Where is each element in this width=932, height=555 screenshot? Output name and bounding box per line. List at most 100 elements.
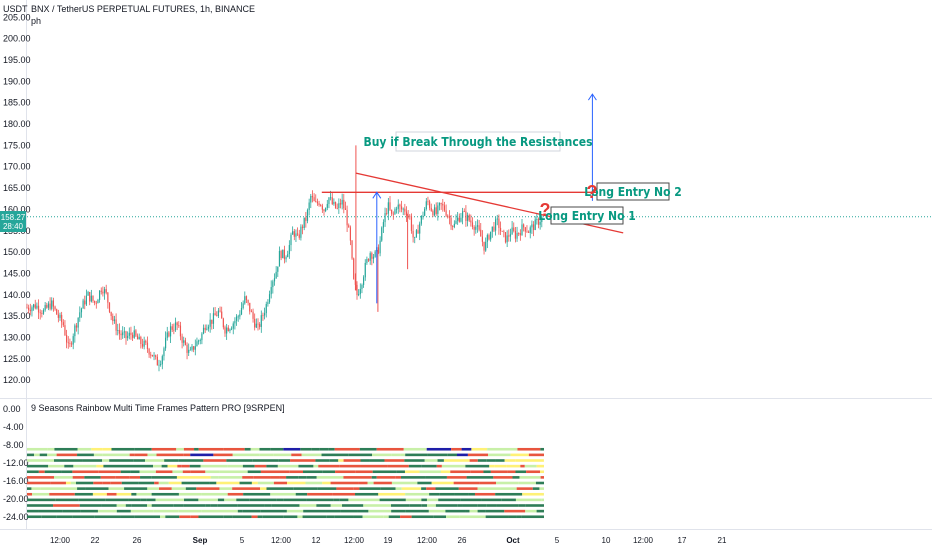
rainbow-segment	[380, 499, 406, 502]
candle-body	[439, 203, 440, 205]
rainbow-segment	[173, 504, 183, 507]
rainbow-segment	[521, 515, 544, 518]
candle-body	[503, 231, 504, 232]
rainbow-segment	[331, 482, 359, 485]
rainbow-segment	[402, 487, 421, 490]
annotation-buy[interactable]: Buy if Break Through the Resistances	[363, 132, 592, 151]
rainbow-segment	[336, 487, 353, 490]
candle-body	[132, 335, 133, 338]
rainbow-segment	[500, 448, 518, 451]
rainbow-segment	[223, 448, 245, 451]
candle-body	[358, 294, 359, 295]
rainbow-segment	[436, 504, 457, 507]
candle-body	[210, 320, 211, 327]
candle-body	[363, 277, 364, 285]
candle-body	[173, 330, 174, 331]
rainbow-segment	[277, 499, 284, 502]
candle-body	[64, 325, 65, 335]
rainbow-segment	[335, 470, 356, 473]
rainbow-segment	[384, 459, 404, 462]
rainbow-segment	[198, 515, 223, 518]
rainbow-segment	[53, 504, 80, 507]
candle-body	[129, 333, 130, 336]
rainbow-segment	[243, 510, 260, 513]
candle-body	[33, 304, 34, 307]
rainbow-segment	[184, 499, 198, 502]
candle-body	[271, 287, 272, 294]
rainbow-segment	[183, 454, 190, 457]
rainbow-segment	[134, 515, 160, 518]
rainbow-segment	[525, 504, 544, 507]
candle-body	[281, 251, 282, 258]
candle-body	[150, 355, 151, 356]
rainbow-segment	[152, 448, 176, 451]
candle-body	[424, 209, 425, 216]
candle-body	[413, 231, 414, 238]
rainbow-segment	[228, 465, 243, 468]
candle-body	[403, 209, 404, 210]
rainbow-segment	[488, 454, 511, 457]
candle-body	[127, 336, 128, 338]
candle-body	[246, 296, 247, 300]
candle-body	[266, 304, 267, 313]
rainbow-segment	[400, 454, 405, 457]
rainbow-segment	[368, 510, 391, 513]
candle-body	[239, 314, 240, 316]
candle-body	[521, 224, 522, 235]
rainbow-segment	[445, 510, 465, 513]
rainbow-segment	[541, 499, 544, 502]
indicator-tick-label: -12.00	[3, 458, 29, 468]
candle-body	[371, 253, 372, 259]
candle-body	[399, 205, 400, 207]
rainbow-segment	[205, 504, 210, 507]
rainbow-segment	[405, 470, 420, 473]
price-tick-label: 195.00	[3, 55, 31, 65]
candle-body	[269, 294, 270, 302]
candle-body	[304, 218, 305, 228]
candle-body	[186, 345, 187, 353]
rainbow-segment	[331, 504, 342, 507]
chart-title: BNX / TetherUS PERPETUAL FUTURES, 1h, BI…	[31, 4, 255, 14]
candle-body	[177, 322, 178, 325]
candle-body	[502, 231, 503, 232]
rainbow-segment	[242, 476, 253, 479]
rainbow-segment	[145, 459, 164, 462]
rainbow-segment	[406, 499, 421, 502]
rainbow-segment	[140, 476, 151, 479]
rainbow-segment	[340, 499, 349, 502]
rainbow-segment	[218, 499, 224, 502]
rainbow-segment	[245, 448, 251, 451]
candle-body	[167, 332, 168, 337]
rainbow-segment	[316, 504, 330, 507]
candle-body	[251, 311, 252, 312]
rainbow-segment	[405, 510, 420, 513]
candle-body	[434, 207, 435, 215]
rainbow-segment	[99, 470, 121, 473]
rainbow-segment	[287, 482, 305, 485]
candle-body	[203, 328, 204, 334]
rainbow-segment	[539, 487, 544, 490]
rainbow-segment	[72, 515, 94, 518]
indicator-tick-label: -16.00	[3, 476, 29, 486]
annotation-entry2[interactable]: Long Entry No 2 ?	[584, 182, 682, 202]
candle-body	[111, 312, 112, 316]
rainbow-segment	[396, 476, 401, 479]
rainbow-segment	[486, 515, 508, 518]
rainbow-segment	[475, 493, 495, 496]
rainbow-segment	[101, 476, 116, 479]
rainbow-segment	[178, 510, 201, 513]
rainbow-segment	[219, 476, 242, 479]
rainbow-segment	[243, 465, 255, 468]
rainbow-segment	[156, 499, 184, 502]
rainbow-segment	[465, 465, 489, 468]
rainbow-segment	[511, 454, 529, 457]
candle-body	[40, 312, 41, 313]
candle-body	[224, 327, 225, 333]
rainbow-segment	[533, 487, 540, 490]
rainbow-segment	[73, 476, 85, 479]
candle-body	[454, 224, 455, 227]
rainbow-segment	[496, 459, 505, 462]
candle-body	[449, 216, 450, 218]
candle-body	[48, 304, 49, 308]
